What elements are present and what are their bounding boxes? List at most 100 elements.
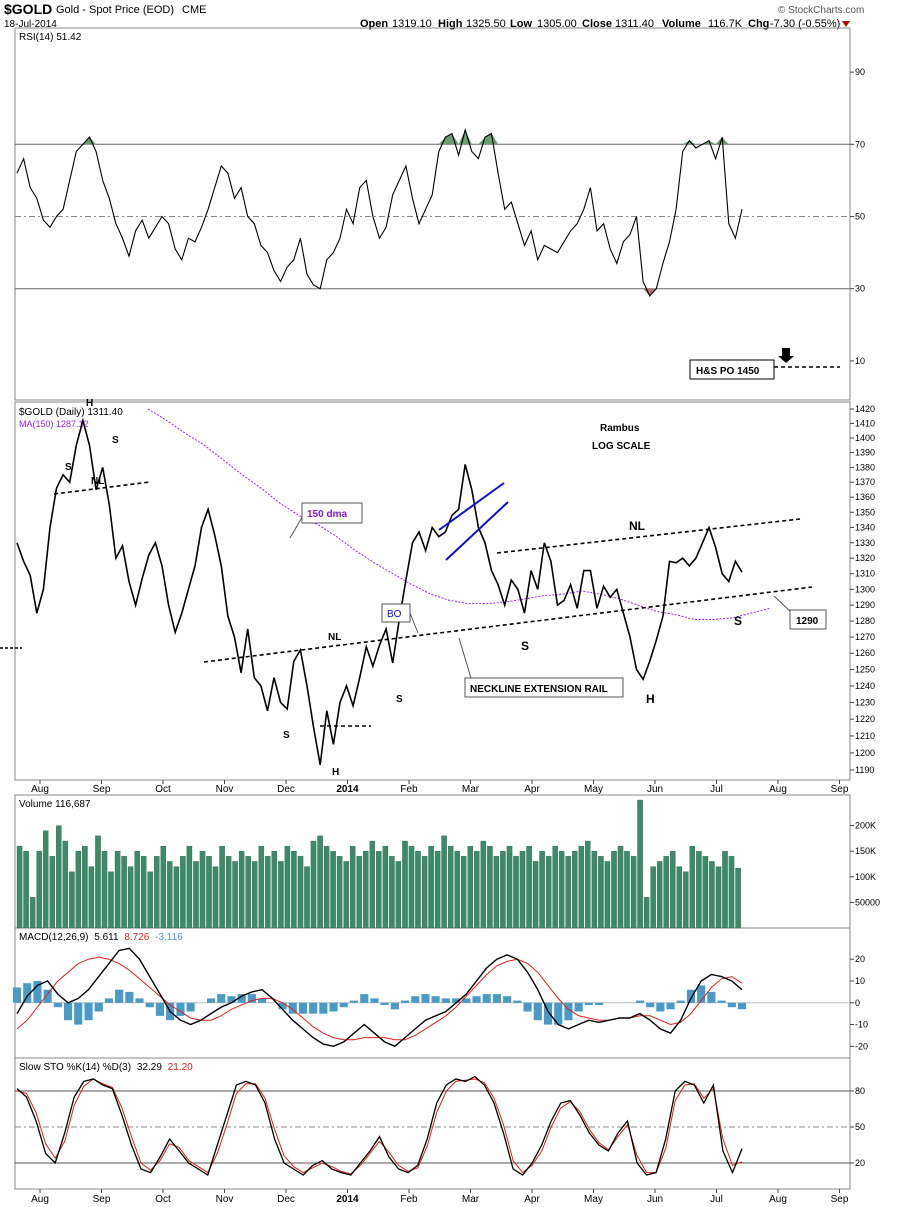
- sto-panel-frame: [14, 1057, 851, 1190]
- macd-histogram-bar: [33, 981, 42, 1003]
- price-tick-label: 1390: [855, 448, 875, 458]
- sto-d-line: [16, 1078, 743, 1175]
- macd-histogram-bar: [503, 996, 512, 1003]
- price-tick-label: 1360: [855, 492, 875, 502]
- exchange: CME: [182, 4, 206, 16]
- axis-layer: Aug Sep Oct Nov Dec 2014 Feb Mar Apr May Jun Jul Aug…: [31, 780, 849, 1205]
- volume-bar: [565, 856, 571, 929]
- volume-label: Volume: [662, 18, 701, 30]
- month-label: Aug: [31, 784, 49, 795]
- rsi-overbought-fill: [465, 129, 472, 145]
- volume-tick-label: 200K: [855, 821, 876, 831]
- volume-layer: 50000 100K 150K 200K: [16, 799, 880, 929]
- month-label: Feb: [400, 1194, 418, 1205]
- month-label: Jun: [647, 1194, 663, 1205]
- macd-histogram-bar: [43, 989, 52, 1003]
- macd-histogram-bar: [349, 1000, 358, 1003]
- log-scale-label: LOG SCALE: [592, 441, 651, 452]
- macd-line: [16, 947, 743, 1048]
- volume-bar: [670, 851, 676, 929]
- volume-legend: Volume 116,687: [19, 799, 91, 810]
- ma-legend: MA(150) 1287.12: [19, 419, 89, 429]
- macd-histogram-bar: [380, 1002, 389, 1005]
- volume-bar: [349, 845, 356, 929]
- macd-histogram-bar: [554, 1002, 563, 1025]
- volume-bar: [506, 845, 513, 929]
- volume-bar: [389, 856, 395, 929]
- volume-bar: [212, 866, 219, 929]
- change-label: Chg: [748, 18, 769, 30]
- volume-bar: [265, 856, 271, 929]
- volume-bar: [558, 851, 565, 929]
- macd-histogram-bar: [462, 998, 471, 1003]
- volume-bar: [709, 861, 715, 929]
- rail-callout-line: [458, 637, 472, 679]
- rail-callout-box: [464, 677, 624, 698]
- macd-histogram-bar: [574, 1002, 583, 1012]
- month-label: Sep: [831, 784, 849, 795]
- month-label: Feb: [400, 784, 418, 795]
- volume-bar: [356, 856, 362, 929]
- volume-bar: [134, 851, 140, 929]
- volume-bar: [173, 866, 180, 929]
- volume-bar: [617, 845, 624, 929]
- volume-bar: [376, 851, 382, 929]
- macd-histogram-bar: [513, 1000, 522, 1003]
- rsi-overbought-fill: [689, 140, 696, 145]
- sto-tick-label: 50: [855, 1122, 865, 1132]
- volume-bar: [545, 856, 552, 929]
- macd-histogram-bar: [115, 989, 124, 1003]
- volume-bar: [108, 871, 114, 929]
- volume-bar: [56, 825, 62, 929]
- volume-bar: [310, 840, 317, 929]
- macd-legend: MACD(12,26,9) 5.611 8.726 -3.116: [19, 932, 183, 943]
- macd-histogram-bar: [53, 1002, 62, 1008]
- neckline-left: [53, 481, 151, 495]
- price-tick-label: 1380: [855, 462, 875, 472]
- rsi-layer: 10 30 50 70 90: [15, 67, 865, 366]
- macd-histogram-bar: [523, 1002, 532, 1012]
- volume-bar: [519, 851, 526, 929]
- price-tick-label: 1410: [855, 418, 875, 428]
- volume-bar: [663, 856, 669, 929]
- sto-k-line: [16, 1075, 743, 1176]
- macd-histogram-bar: [452, 998, 461, 1003]
- volume-bar: [88, 866, 95, 929]
- dma-callout-label: 150 dma: [307, 509, 347, 520]
- volume-bar: [284, 845, 291, 929]
- volume-bar: [624, 851, 630, 929]
- volume-bar: [23, 851, 29, 929]
- macd-histogram-bar: [258, 998, 267, 1003]
- volume-bar: [480, 840, 487, 929]
- volume-bar: [95, 835, 101, 929]
- price-tick-label: 1270: [855, 632, 875, 642]
- rsi-oversold-fill: [643, 288, 650, 296]
- month-label: Sep: [93, 1194, 111, 1205]
- macd-histogram-bar: [492, 994, 501, 1003]
- macd-histogram-bar: [370, 998, 379, 1003]
- open-label: Open: [360, 18, 388, 30]
- volume-bar: [238, 851, 245, 929]
- rsi-tick-label: 90: [855, 67, 865, 77]
- rsi-overbought-fill: [722, 137, 729, 145]
- volume-bar: [186, 845, 193, 929]
- macd-histogram-bar: [104, 998, 113, 1003]
- macd-histogram-bar: [401, 1000, 410, 1003]
- month-label: May: [584, 1194, 603, 1205]
- volume-bar: [251, 861, 258, 929]
- macd-histogram-bar: [309, 1002, 318, 1014]
- macd-histogram-bar: [717, 1000, 726, 1003]
- rsi-overbought-fill: [458, 129, 466, 145]
- left-shoulder-3: S: [521, 639, 529, 653]
- volume-bar: [147, 871, 153, 929]
- volume-bar: [598, 856, 604, 929]
- volume-bar: [630, 856, 637, 929]
- volume-bar: [232, 861, 238, 929]
- price-tick-label: 1310: [855, 569, 875, 579]
- macd-histogram-bar: [155, 1002, 164, 1016]
- ma150-line: [147, 408, 771, 620]
- volume-bar: [29, 897, 36, 929]
- volume-bar: [258, 845, 265, 929]
- month-label: Sep: [93, 784, 111, 795]
- volume-bar: [656, 861, 663, 929]
